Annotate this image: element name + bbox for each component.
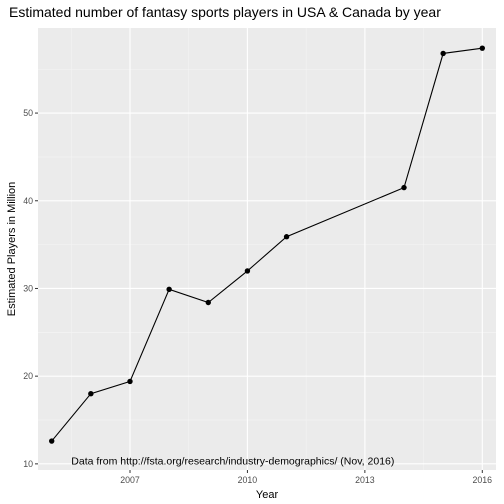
data-point: [127, 378, 133, 385]
minor-gridlines: [38, 28, 496, 470]
data-point: [283, 234, 290, 240]
y-axis-title: Estimated Players in Million: [6, 182, 18, 317]
data-point: [49, 438, 55, 444]
y-tick-label: 10: [23, 459, 33, 469]
y-axis-ticks: 10 20 30 40 50: [23, 108, 38, 469]
data-point: [166, 286, 172, 293]
major-gridlines: [38, 28, 496, 470]
plot-panel: [38, 28, 496, 470]
data-series: [49, 45, 485, 444]
data-point: [244, 268, 251, 274]
x-axis-title: Year: [256, 489, 279, 501]
data-point: [440, 50, 446, 57]
x-tick-label: 2016: [473, 475, 493, 485]
y-tick-label: 50: [23, 108, 33, 118]
data-point: [479, 45, 485, 51]
x-tick-label: 2007: [120, 475, 140, 485]
x-tick-label: 2010: [238, 475, 258, 485]
y-tick-label: 30: [23, 283, 33, 293]
series-line: [51, 47, 483, 442]
data-point: [205, 299, 211, 306]
y-tick-label: 40: [23, 196, 33, 206]
x-tick-label: 2013: [355, 475, 375, 485]
chart-title: Estimated number of fantasy sports playe…: [9, 4, 441, 20]
source-annotation: Data from http://fsta.org/research/indus…: [71, 456, 394, 468]
y-tick-label: 20: [23, 371, 33, 381]
x-axis-ticks: 2007 2010 2013 2016: [120, 470, 492, 485]
data-point: [401, 184, 407, 191]
data-point: [88, 391, 94, 397]
